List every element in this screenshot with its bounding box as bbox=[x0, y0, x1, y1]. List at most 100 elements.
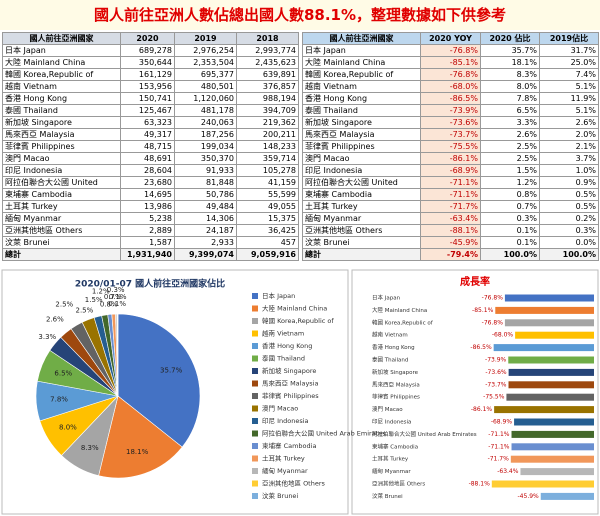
table-cell: -79.4% bbox=[420, 248, 481, 261]
legend-swatch bbox=[252, 493, 258, 499]
legend-swatch bbox=[252, 468, 258, 474]
legend-label: 日本 Japan bbox=[262, 291, 295, 300]
slice-label: 7.8% bbox=[50, 396, 68, 404]
legend-label: 印尼 Indonesia bbox=[262, 417, 309, 425]
bar-label: -86.1% bbox=[471, 406, 493, 413]
slice-label: 1.2% bbox=[92, 287, 110, 295]
table-row: 亞洲其他地區 Others 2,889 24,187 36,425 bbox=[2, 224, 299, 237]
table-cell: 219,362 bbox=[236, 116, 299, 129]
bar bbox=[510, 455, 594, 463]
legend-swatch bbox=[252, 480, 258, 487]
bar bbox=[504, 319, 594, 327]
table-cell: -71.1% bbox=[420, 176, 481, 189]
y-tick-label: 亞洲其他地區 Others bbox=[372, 480, 425, 488]
legend-label: 馬來西亞 Malaysia bbox=[262, 380, 318, 388]
bar-label: -68.9% bbox=[491, 419, 513, 426]
table-cell: 2020 佔比 bbox=[480, 32, 540, 45]
legend-swatch bbox=[252, 430, 258, 437]
slice-label: 8.3% bbox=[81, 444, 99, 452]
legend-swatch bbox=[252, 293, 258, 299]
table-row: 越南 Vietnam 153,956 480,501 376,857 bbox=[2, 80, 299, 93]
y-tick-label: 澳門 Macao bbox=[372, 405, 403, 413]
bar-label: -73.6% bbox=[485, 369, 507, 376]
slice-label: 35.7% bbox=[160, 366, 183, 374]
table-row: 國人前往亞洲國家 2020 2019 2018 bbox=[2, 32, 299, 45]
bar-label: -71.7% bbox=[488, 456, 510, 463]
table-row: 總計 -79.4% 100.0% 100.0% bbox=[302, 248, 599, 261]
y-tick-label: 緬甸 Myanmar bbox=[372, 467, 411, 475]
count-table: 國人前往亞洲國家 2020 2019 2018 日本 Japan 689,278 2,976… bbox=[2, 32, 299, 261]
legend-label: 汶萊 Brunei bbox=[262, 491, 298, 500]
bar-label: -73.7% bbox=[485, 381, 507, 388]
legend-swatch bbox=[252, 455, 258, 462]
table-cell: 9,399,074 bbox=[174, 248, 237, 261]
bar-label: -68.0% bbox=[492, 332, 514, 339]
table-row: 澳門 Macao -86.1% 2.5% 3.7% bbox=[302, 152, 599, 165]
table-row: 香港 Hong Kong 150,741 1,120,060 988,194 bbox=[2, 92, 299, 105]
legend-label: 阿拉伯聯合大公國 United Arab Emirates bbox=[262, 429, 386, 438]
legend-label: 亞洲其他地區 Others bbox=[262, 479, 326, 488]
table-cell: 2020 bbox=[120, 32, 175, 45]
y-tick-label: 柬埔寨 Cambodia bbox=[372, 442, 418, 450]
table-row: 新加坡 Singapore 63,323 240,063 219,362 bbox=[2, 116, 299, 129]
pie-slice bbox=[117, 313, 119, 397]
legend-label: 香港 Hong Kong bbox=[262, 341, 312, 350]
table-cell: -71.1% bbox=[420, 188, 481, 201]
legend-swatch bbox=[252, 380, 258, 387]
table-row: 土耳其 Turkey -71.7% 0.7% 0.5% bbox=[302, 200, 599, 213]
share-table: 國人前往亞洲國家 2020 YOY 2020 佔比 2019佔比 日本 Japan -76… bbox=[302, 32, 599, 261]
y-tick-label: 日本 Japan bbox=[372, 294, 401, 302]
table-cell: 359,714 bbox=[236, 152, 299, 165]
table-row: 澳門 Macao 48,691 350,370 359,714 bbox=[2, 152, 299, 165]
slice-label: 0.1% bbox=[108, 300, 126, 308]
slice-label: 2.5% bbox=[55, 301, 73, 309]
bar-label: -63.4% bbox=[497, 468, 519, 475]
table-row: 總計 1,931,940 9,399,074 9,059,916 bbox=[2, 248, 299, 261]
bar-label: -71.1% bbox=[488, 443, 510, 450]
table-row: 汶萊 Brunei -45.9% 0.1% 0.0% bbox=[302, 236, 599, 249]
y-tick-label: 馬來西亞 Malaysia bbox=[372, 381, 420, 388]
table-row: 韓國 Korea,Republic of 161,129 695,377 639,89… bbox=[2, 68, 299, 81]
table-row: 泰國 Thailand 125,467 481,178 394,709 bbox=[2, 104, 299, 117]
slice-label: 3.3% bbox=[38, 333, 56, 341]
table-row: 日本 Japan -76.8% 35.7% 31.7% bbox=[302, 44, 599, 57]
bar bbox=[491, 480, 594, 488]
y-tick-label: 韓國 Korea,Republic of bbox=[372, 318, 434, 326]
legend-label: 大陸 Mainland China bbox=[262, 304, 327, 313]
slice-label: 0.3% bbox=[107, 286, 125, 294]
bar bbox=[520, 468, 594, 476]
bar-label: -73.9% bbox=[485, 357, 507, 364]
bar bbox=[504, 294, 594, 302]
legend-swatch bbox=[252, 343, 258, 349]
bar-label: -76.8% bbox=[482, 319, 504, 326]
table-cell: 2020 YOY bbox=[420, 32, 481, 45]
table-cell: 9,059,916 bbox=[236, 248, 299, 261]
pie-slice bbox=[98, 395, 183, 479]
table-cell: 2018 bbox=[236, 32, 299, 45]
bar bbox=[506, 393, 594, 401]
legend-swatch bbox=[252, 405, 258, 412]
bar bbox=[508, 356, 594, 364]
table-cell: -68.0% bbox=[420, 80, 481, 93]
y-tick-label: 土耳其 Turkey bbox=[372, 455, 409, 463]
slice-label: 2.5% bbox=[76, 306, 94, 314]
table-cell: 國人前往亞洲國家 bbox=[302, 32, 421, 45]
bar bbox=[511, 430, 594, 438]
bar-label: -88.1% bbox=[469, 481, 491, 488]
bar bbox=[508, 381, 594, 389]
table-cell: 100.0% bbox=[539, 248, 599, 261]
table-row: 印尼 Indonesia 28,604 91,933 105,278 bbox=[2, 164, 299, 177]
bar-label: -76.8% bbox=[482, 295, 504, 302]
table-cell: 總計 bbox=[2, 248, 121, 261]
legend-label: 土耳其 Turkey bbox=[262, 454, 305, 463]
slice-label: 1.5% bbox=[85, 296, 103, 304]
y-tick-label: 新加坡 Singapore bbox=[372, 368, 419, 376]
bar bbox=[511, 443, 594, 451]
table-cell: 2019 bbox=[174, 32, 237, 45]
legend-label: 越南 Vietnam bbox=[262, 329, 304, 338]
table-cell: 總計 bbox=[302, 248, 421, 261]
slice-label: 8.0% bbox=[59, 423, 77, 431]
bar bbox=[493, 344, 594, 352]
slice-label: 0.7% bbox=[104, 293, 122, 301]
